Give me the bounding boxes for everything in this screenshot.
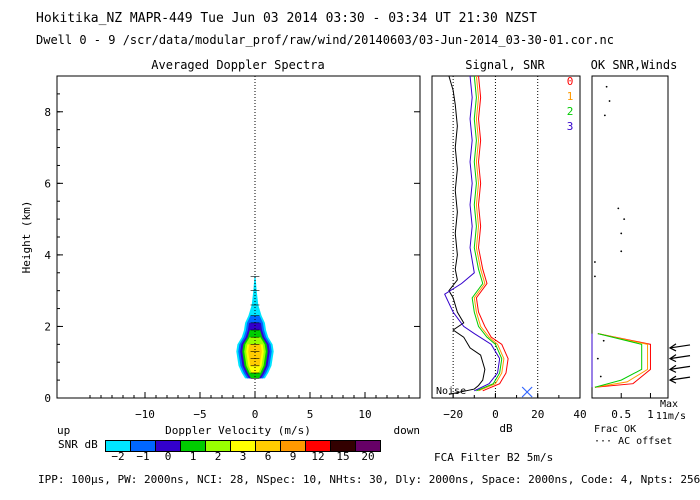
- colorbar-value-label: 20: [361, 450, 375, 463]
- ac-offset-points: [594, 85, 626, 378]
- snr-series-1: [473, 75, 505, 392]
- wind-arrow-shaft: [669, 355, 691, 360]
- wind-arrow-head: [668, 375, 677, 384]
- footer-params: IPP: 100μs, PW: 2000ns, NCI: 28, NSpec: …: [38, 473, 700, 486]
- ok-series-1: [594, 333, 649, 388]
- ac-offset-dot: [623, 218, 626, 221]
- ok-legend-entry-1: 1: [567, 90, 574, 103]
- ac-offset-dot: [608, 100, 611, 102]
- snr-series-0: [475, 75, 509, 392]
- height-tick-label: 4: [44, 249, 51, 262]
- ac-offset-label: AC offset: [618, 436, 672, 447]
- snr-tick-label: 0: [492, 408, 499, 421]
- snr-series-Signal: [448, 75, 486, 395]
- colorbar-value-label: 1: [189, 450, 197, 463]
- height-tick-label: 8: [44, 106, 51, 119]
- snr-axis-label: dB: [499, 422, 513, 435]
- velocity-axis: −10 −5 0 5 10: [89, 392, 421, 421]
- snr-series-3: [444, 75, 501, 392]
- ok-legend-entry-0: 0: [567, 75, 574, 88]
- snr-axis: −20 0 20 40: [431, 393, 587, 421]
- height-axis-label: Height (km): [20, 201, 33, 274]
- wind-arrow-shaft: [669, 344, 691, 349]
- noise-x-stroke: [521, 386, 533, 398]
- velocity-tick-label: 10: [358, 408, 371, 421]
- spectra-contours: [236, 276, 274, 379]
- snr-series-2: [471, 75, 503, 392]
- ac-offset-dot: [620, 232, 623, 235]
- colorbar-value-label: −1: [136, 450, 150, 463]
- colorbar-swatch: [355, 440, 381, 452]
- colorbar-value-label: 3: [239, 450, 247, 463]
- snr-frame: [431, 75, 581, 399]
- snr-tick-label: 20: [531, 408, 544, 421]
- colorbar-value-label: 6: [264, 450, 272, 463]
- ac-offset-dot: [603, 114, 606, 117]
- snr-tick-label: −20: [443, 408, 463, 421]
- ok-legend-entry-2: 2: [567, 105, 574, 118]
- noise-marker: [521, 386, 533, 398]
- height-tick-label: 2: [44, 320, 51, 333]
- wind-arrow-head: [668, 343, 677, 352]
- dwell-info: Dwell 0 - 9 /scr/data/modular_prof/raw/w…: [36, 33, 614, 47]
- up-label: up: [57, 424, 70, 437]
- ok-series-2: [594, 333, 643, 388]
- height-tick-label: 6: [44, 177, 51, 190]
- frac-ok-label: Frac OK: [594, 424, 636, 435]
- colorbar-value-label: 9: [289, 450, 297, 463]
- ac-offset-dot: [617, 207, 620, 210]
- ok-frame: [591, 75, 669, 399]
- ok-series: [591, 333, 651, 388]
- spectra-title: Averaged Doppler Spectra: [151, 58, 324, 72]
- velocity-tick-label: −5: [193, 408, 206, 421]
- wind-arrow-shaft: [669, 376, 691, 381]
- velocity-tick-label: −10: [135, 408, 155, 421]
- velocity-tick-label: 0: [252, 408, 259, 421]
- snr-series: [444, 75, 509, 395]
- wind-arrow-shaft: [669, 365, 691, 370]
- max-value: 11m/s: [656, 411, 686, 422]
- ac-offset-dot: [605, 85, 608, 88]
- snr-gridlines: [452, 76, 539, 398]
- wind-arrows: [668, 343, 691, 384]
- colorbar-value-label: 2: [214, 450, 222, 463]
- velocity-tick-label: 5: [307, 408, 314, 421]
- colorbar-value-label: 15: [336, 450, 350, 463]
- height-axis: 0 2 4 6 8: [44, 75, 420, 405]
- ac-offset-dot: [620, 250, 623, 253]
- ok-legend-entry-3: 3: [567, 120, 574, 133]
- colorbar-value-label: 12: [311, 450, 325, 463]
- velocity-axis-label: Doppler Velocity (m/s): [165, 424, 311, 437]
- colorbar-label: SNR dB: [58, 438, 98, 451]
- height-tick-label: 0: [44, 392, 51, 405]
- ok-legend: 0 1 2 3: [567, 75, 574, 133]
- ac-offset-legend: ··· AC offset: [594, 436, 672, 447]
- ac-offset-dot: [596, 357, 599, 360]
- wind-arrow-head: [668, 354, 677, 363]
- signal-snr-panel: Signal, SNR −20 0 20 40 dB Noise: [431, 58, 587, 435]
- ac-offset-dot: [594, 275, 596, 278]
- max-label: Max: [660, 399, 678, 410]
- doppler-spectra-panel: Averaged Doppler Spectra 0 2 4 6 8 −10 −5 0 5 10…: [20, 58, 421, 437]
- wind-arrow-head: [668, 364, 677, 373]
- down-label: down: [394, 424, 421, 437]
- ok-tick-label: 1: [647, 408, 654, 421]
- noise-label: Noise: [436, 386, 466, 397]
- colorbar-value-label: −2: [111, 450, 125, 463]
- snr-title: Signal, SNR: [465, 58, 545, 72]
- ok-axis: 0.5 1: [611, 393, 654, 421]
- ok-title: OK SNR,Winds: [591, 58, 678, 72]
- ac-offset-dot: [594, 261, 596, 263]
- ok-tick-label: 0.5: [611, 408, 631, 421]
- ac-offset-dot: [599, 375, 602, 378]
- snr-tick-label: 40: [573, 408, 586, 421]
- report-title: Hokitika_NZ MAPR-449 Tue Jun 03 2014 03:…: [36, 11, 537, 26]
- colorbar-value-label: 0: [164, 450, 172, 463]
- filter-text: FCA Filter B2 5m/s: [434, 451, 554, 464]
- ac-offset-dot: [602, 339, 605, 342]
